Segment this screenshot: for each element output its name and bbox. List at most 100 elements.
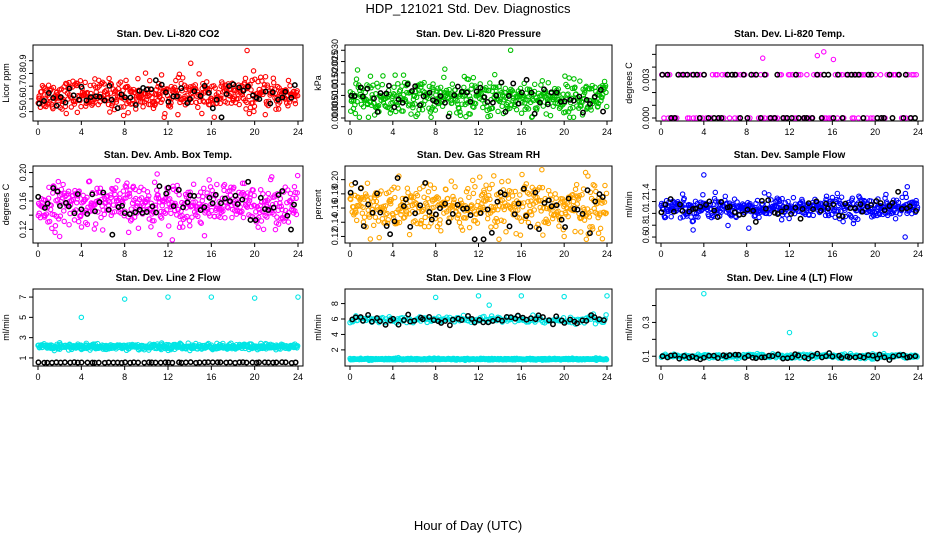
data-point bbox=[187, 189, 193, 195]
x-tick-label: 0 bbox=[347, 249, 352, 259]
data-point bbox=[432, 195, 439, 201]
data-point bbox=[466, 224, 473, 231]
data-point bbox=[197, 207, 204, 214]
data-point bbox=[132, 209, 139, 216]
data-point bbox=[69, 198, 75, 204]
x-tick-label: 0 bbox=[658, 372, 663, 382]
data-point bbox=[696, 115, 703, 121]
data-point bbox=[460, 202, 466, 209]
data-point bbox=[664, 71, 671, 78]
data-point bbox=[515, 100, 522, 107]
data-point bbox=[285, 187, 291, 193]
data-point bbox=[492, 71, 498, 78]
data-point bbox=[484, 215, 491, 222]
data-point bbox=[795, 71, 802, 78]
data-point bbox=[127, 94, 134, 101]
data-point bbox=[98, 214, 104, 221]
data-point bbox=[117, 191, 123, 197]
data-point bbox=[449, 210, 456, 217]
data-point bbox=[384, 210, 390, 217]
data-point bbox=[179, 75, 186, 81]
data-point bbox=[434, 194, 440, 200]
data-point bbox=[136, 87, 143, 94]
data-point bbox=[50, 84, 57, 91]
data-point bbox=[395, 96, 402, 103]
data-point bbox=[74, 191, 81, 197]
y-tick-label: 1.0 bbox=[641, 207, 651, 220]
data-point bbox=[446, 110, 453, 117]
data-point bbox=[191, 193, 198, 199]
data-point bbox=[247, 195, 253, 201]
data-point bbox=[176, 192, 182, 198]
data-point bbox=[548, 203, 555, 210]
data-point bbox=[243, 359, 250, 366]
data-point bbox=[405, 190, 411, 196]
data-point bbox=[860, 115, 867, 121]
x-tick-label: 4 bbox=[390, 372, 395, 382]
x-tick-label: 12 bbox=[163, 249, 173, 259]
data-point bbox=[406, 231, 413, 238]
data-point bbox=[367, 73, 374, 79]
data-point bbox=[273, 106, 279, 112]
x-tick-label: 24 bbox=[913, 249, 923, 259]
data-point bbox=[480, 319, 487, 326]
data-point bbox=[567, 105, 574, 112]
data-point bbox=[229, 214, 235, 221]
data-point bbox=[99, 227, 106, 233]
data-point bbox=[387, 231, 394, 238]
data-point bbox=[595, 103, 601, 110]
data-point bbox=[106, 82, 113, 89]
data-point bbox=[595, 230, 602, 237]
x-tick-label: 12 bbox=[473, 372, 483, 382]
data-point bbox=[151, 218, 157, 224]
data-point bbox=[559, 198, 565, 205]
data-point bbox=[206, 194, 213, 201]
data-point bbox=[491, 84, 497, 90]
data-point bbox=[251, 192, 257, 199]
data-point bbox=[450, 199, 457, 205]
data-point bbox=[270, 80, 277, 86]
data-point bbox=[282, 88, 289, 95]
x-tick-label: 4 bbox=[79, 249, 84, 259]
data-point bbox=[420, 93, 427, 100]
data-point bbox=[396, 219, 403, 226]
data-point bbox=[485, 113, 491, 120]
data-point bbox=[65, 191, 71, 197]
y-tick-label: 0.20 bbox=[18, 164, 28, 182]
data-point bbox=[151, 179, 158, 186]
data-point bbox=[377, 90, 384, 96]
data-point bbox=[531, 207, 537, 213]
data-point bbox=[576, 93, 583, 100]
data-point bbox=[589, 223, 595, 230]
data-point bbox=[474, 220, 481, 226]
data-point bbox=[175, 186, 182, 193]
data-point bbox=[400, 317, 407, 324]
data-point bbox=[243, 106, 249, 112]
data-point bbox=[284, 100, 290, 106]
data-point bbox=[348, 108, 354, 114]
data-point bbox=[766, 192, 772, 198]
data-point bbox=[455, 211, 462, 218]
x-tick-label: 24 bbox=[293, 127, 303, 137]
data-point bbox=[261, 209, 267, 215]
x-tick-label: 8 bbox=[744, 249, 749, 259]
data-point bbox=[437, 84, 444, 91]
data-point bbox=[817, 71, 824, 78]
data-point bbox=[470, 74, 477, 81]
data-point bbox=[577, 78, 583, 84]
data-point bbox=[425, 195, 431, 202]
y-tick-label: 0.18 bbox=[330, 185, 340, 203]
data-point bbox=[677, 215, 684, 221]
data-point bbox=[61, 218, 67, 225]
data-point bbox=[756, 214, 762, 221]
data-point bbox=[293, 195, 299, 202]
data-point bbox=[848, 71, 855, 78]
data-point bbox=[881, 115, 887, 121]
data-point bbox=[399, 99, 406, 106]
data-point bbox=[236, 101, 242, 108]
data-point bbox=[227, 192, 234, 199]
data-point bbox=[498, 217, 505, 224]
data-point bbox=[374, 108, 381, 115]
data-point bbox=[365, 312, 372, 318]
data-point bbox=[248, 87, 254, 93]
